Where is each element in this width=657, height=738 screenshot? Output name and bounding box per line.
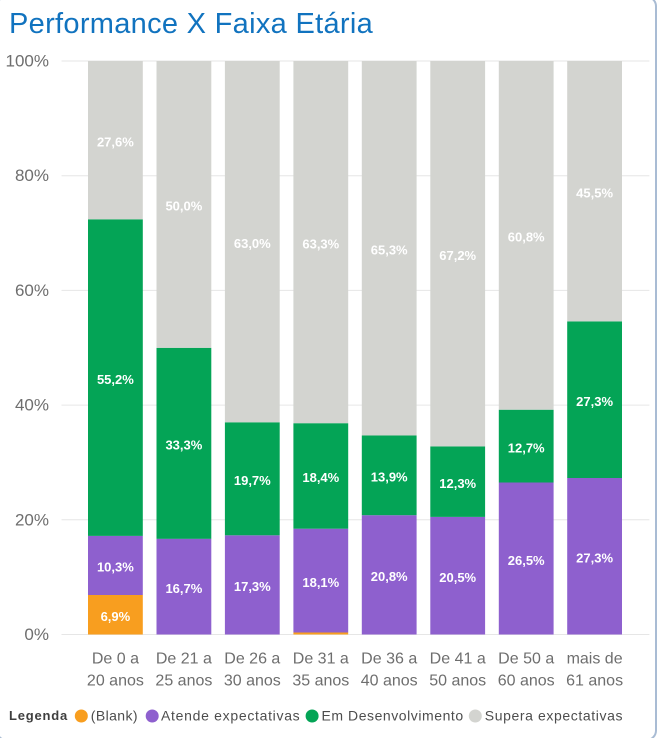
svg-text:De 31 a: De 31 a xyxy=(293,651,349,668)
svg-text:61 anos: 61 anos xyxy=(566,673,623,690)
svg-text:0%: 0% xyxy=(24,625,49,644)
svg-text:55,2%: 55,2% xyxy=(97,372,134,387)
svg-text:60,8%: 60,8% xyxy=(508,230,545,245)
svg-text:De 50 a: De 50 a xyxy=(498,651,554,668)
svg-text:40 anos: 40 anos xyxy=(361,673,418,690)
svg-text:20 anos: 20 anos xyxy=(87,673,144,690)
svg-text:De 26 a: De 26 a xyxy=(224,651,280,668)
svg-text:13,9%: 13,9% xyxy=(371,470,408,485)
svg-text:60%: 60% xyxy=(15,281,49,300)
svg-text:63,0%: 63,0% xyxy=(234,236,271,251)
svg-text:12,7%: 12,7% xyxy=(508,440,545,455)
svg-text:18,4%: 18,4% xyxy=(302,470,339,485)
svg-text:45,5%: 45,5% xyxy=(576,186,613,201)
svg-text:19,7%: 19,7% xyxy=(234,473,271,488)
svg-text:27,6%: 27,6% xyxy=(97,134,134,149)
svg-text:De 36 a: De 36 a xyxy=(361,651,417,668)
svg-text:50 anos: 50 anos xyxy=(429,673,486,690)
svg-text:40%: 40% xyxy=(15,396,49,415)
svg-text:6,9%: 6,9% xyxy=(101,609,131,624)
svg-text:18,1%: 18,1% xyxy=(302,575,339,590)
svg-text:10,3%: 10,3% xyxy=(97,560,134,575)
svg-text:50,0%: 50,0% xyxy=(165,199,202,214)
svg-text:20,5%: 20,5% xyxy=(439,570,476,585)
svg-text:20%: 20% xyxy=(15,510,49,529)
svg-text:60 anos: 60 anos xyxy=(498,673,555,690)
svg-text:De 21 a: De 21 a xyxy=(156,651,212,668)
svg-text:27,3%: 27,3% xyxy=(576,551,613,566)
svg-text:Atende expectativas: Atende expectativas xyxy=(161,708,300,724)
svg-text:17,3%: 17,3% xyxy=(234,579,271,594)
svg-text:26,5%: 26,5% xyxy=(508,553,545,568)
svg-text:30 anos: 30 anos xyxy=(224,673,281,690)
svg-text:Legenda: Legenda xyxy=(9,708,68,723)
svg-text:Supera expectativas: Supera expectativas xyxy=(485,708,623,724)
svg-text:20,8%: 20,8% xyxy=(371,569,408,584)
svg-text:67,2%: 67,2% xyxy=(439,248,476,263)
svg-text:35 anos: 35 anos xyxy=(292,673,349,690)
svg-text:De 41 a: De 41 a xyxy=(430,651,486,668)
svg-text:25 anos: 25 anos xyxy=(155,673,212,690)
svg-text:(Blank): (Blank) xyxy=(91,708,138,724)
svg-text:27,3%: 27,3% xyxy=(576,394,613,409)
svg-text:Performance X Faixa Etária: Performance X Faixa Etária xyxy=(9,8,374,40)
svg-text:De 0 a: De 0 a xyxy=(92,651,139,668)
svg-text:65,3%: 65,3% xyxy=(371,243,408,258)
svg-text:80%: 80% xyxy=(15,166,49,185)
svg-text:33,3%: 33,3% xyxy=(165,438,202,453)
svg-text:63,3%: 63,3% xyxy=(302,236,339,251)
svg-text:12,3%: 12,3% xyxy=(439,476,476,491)
svg-text:mais de: mais de xyxy=(567,651,623,668)
svg-text:16,7%: 16,7% xyxy=(165,581,202,596)
svg-text:Em Desenvolvimento: Em Desenvolvimento xyxy=(322,708,464,724)
svg-text:100%: 100% xyxy=(6,52,49,71)
